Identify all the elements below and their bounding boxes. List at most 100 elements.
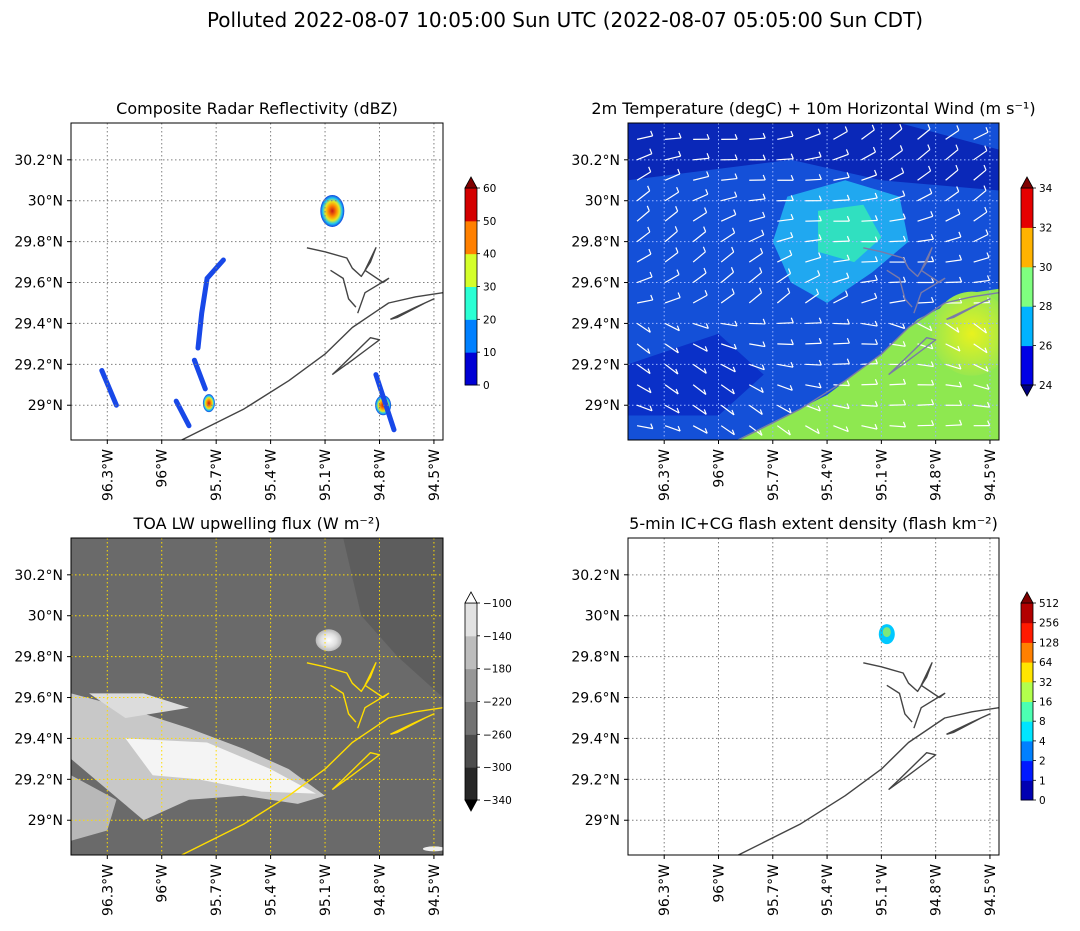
- wind-barb: [833, 259, 850, 263]
- wind-barb: [777, 236, 793, 243]
- x-tick-label: 94.5°W: [427, 449, 443, 501]
- colorbar-extend-min: [1020, 384, 1034, 397]
- wind-barb: [664, 230, 678, 243]
- wind-barb: [833, 404, 850, 410]
- wind-barb-flag: [902, 421, 907, 428]
- y-tick-label: 30°N: [28, 194, 63, 210]
- barrier-island: [331, 337, 381, 376]
- x-tick-label: 94.8°W: [372, 864, 388, 916]
- wind-barb: [945, 236, 962, 243]
- wind-barb: [664, 252, 679, 263]
- wind-barb-flag: [650, 423, 654, 429]
- colorbar-tick-label: 32: [1039, 222, 1052, 234]
- colorbar-segment: [465, 188, 477, 222]
- wind-barb: [833, 199, 850, 202]
- y-tick-label: 29°N: [585, 813, 620, 829]
- wind-barb-flag: [759, 430, 763, 436]
- wind-barb: [636, 425, 653, 430]
- bay-outline: [330, 684, 357, 723]
- wind-barb: [889, 195, 905, 202]
- rain-band: [373, 372, 397, 433]
- wind-barb-flag: [986, 384, 990, 390]
- y-tick-label: 29.8°N: [571, 235, 620, 251]
- flash-cell-core: [882, 627, 891, 638]
- wind-barb-flag: [790, 339, 794, 345]
- bay-outline: [306, 662, 390, 729]
- wind-barb: [748, 271, 763, 283]
- wind-barb-flag: [790, 361, 794, 368]
- peninsula: [390, 713, 435, 735]
- x-tick-label: 95.7°W: [766, 449, 782, 501]
- wind-barb-flag: [902, 323, 906, 329]
- wind-barb-flag: [677, 425, 681, 432]
- x-tick-label: 96.3°W: [100, 449, 116, 501]
- x-tick-label: 95.1°W: [874, 864, 890, 916]
- y-tick-label: 29.6°N: [571, 276, 620, 292]
- wind-barb-flag: [901, 167, 905, 173]
- wind-barb-flag: [930, 211, 934, 217]
- wind-barb: [777, 343, 794, 346]
- colorbar-extend-min: [464, 799, 478, 812]
- wind-barb-flag: [985, 127, 989, 133]
- colorbar-tick-label: 34: [1039, 183, 1053, 195]
- wind-barb-flag: [985, 229, 989, 235]
- wind-barb-flag: [846, 318, 850, 325]
- bay-outline: [886, 269, 913, 308]
- wind-barb: [692, 251, 706, 263]
- wind-barb-flag: [818, 174, 822, 180]
- wind-barb: [748, 234, 764, 243]
- wind-barb-flag: [734, 320, 738, 327]
- wind-barb: [748, 404, 763, 415]
- plot-background: [628, 538, 999, 855]
- wind-barb-flag: [676, 269, 680, 275]
- wind-barb: [664, 173, 681, 181]
- wind-barb: [917, 238, 934, 243]
- wind-barb: [973, 363, 989, 372]
- panel-bottom-right: 5-min IC+CG flash extent density (flash …: [571, 514, 1059, 916]
- panel-title: 2m Temperature (degC) + 10m Horizontal W…: [591, 99, 1035, 118]
- wind-barb-flag: [787, 287, 791, 294]
- bay-outline: [863, 247, 946, 314]
- wind-barb-flag: [818, 151, 822, 157]
- colorbar-segment: [1021, 622, 1033, 643]
- colorbar-tick-label: 1: [1039, 775, 1046, 787]
- barrier-island: [888, 337, 937, 376]
- colorbar-tick-label: 2: [1039, 756, 1046, 768]
- wind-barb: [805, 363, 822, 366]
- wind-barb: [973, 279, 990, 284]
- y-tick-label: 30°N: [585, 194, 620, 210]
- wind-barb: [833, 277, 849, 284]
- plot-frame: [70, 537, 444, 856]
- wind-barb: [636, 153, 653, 161]
- wind-barb-flag: [675, 247, 679, 253]
- colorbar-tick-label: 28: [1039, 301, 1052, 313]
- colorbar-tick-label: 512: [1039, 598, 1059, 610]
- wind-barb-flag: [730, 267, 735, 273]
- wind-barb-flag: [930, 296, 935, 303]
- wind-barb: [805, 425, 820, 435]
- wind-barb-flag: [706, 133, 710, 140]
- wind-barb: [692, 363, 707, 374]
- wind-barb: [664, 363, 679, 375]
- wind-barb: [833, 322, 850, 325]
- wind-barb: [777, 404, 792, 414]
- wind-barb-flag: [762, 318, 766, 325]
- panel-title: TOA LW upwelling flux (W m⁻²): [132, 514, 380, 533]
- wind-barb: [805, 293, 819, 304]
- colorbar-tick-label: 0: [483, 380, 490, 392]
- colorbar-extend-max: [464, 591, 478, 604]
- colorbar-tick-label: 4: [1039, 736, 1046, 748]
- colorbar-tick-label: 128: [1039, 637, 1059, 649]
- wind-barb-flag: [872, 146, 877, 153]
- wind-barb-flag: [956, 327, 960, 333]
- bay-outline: [886, 684, 913, 723]
- wind-barb: [749, 198, 766, 202]
- wind-barb: [861, 129, 875, 140]
- y-tick-label: 30°N: [28, 609, 63, 625]
- colorbar-tick-label: 8: [1039, 716, 1046, 728]
- colorbar-segment: [1021, 188, 1033, 228]
- wind-barb: [636, 231, 651, 243]
- wind-barb: [945, 169, 959, 181]
- wind-barb-flag: [647, 226, 651, 233]
- cool-patch: [628, 333, 764, 416]
